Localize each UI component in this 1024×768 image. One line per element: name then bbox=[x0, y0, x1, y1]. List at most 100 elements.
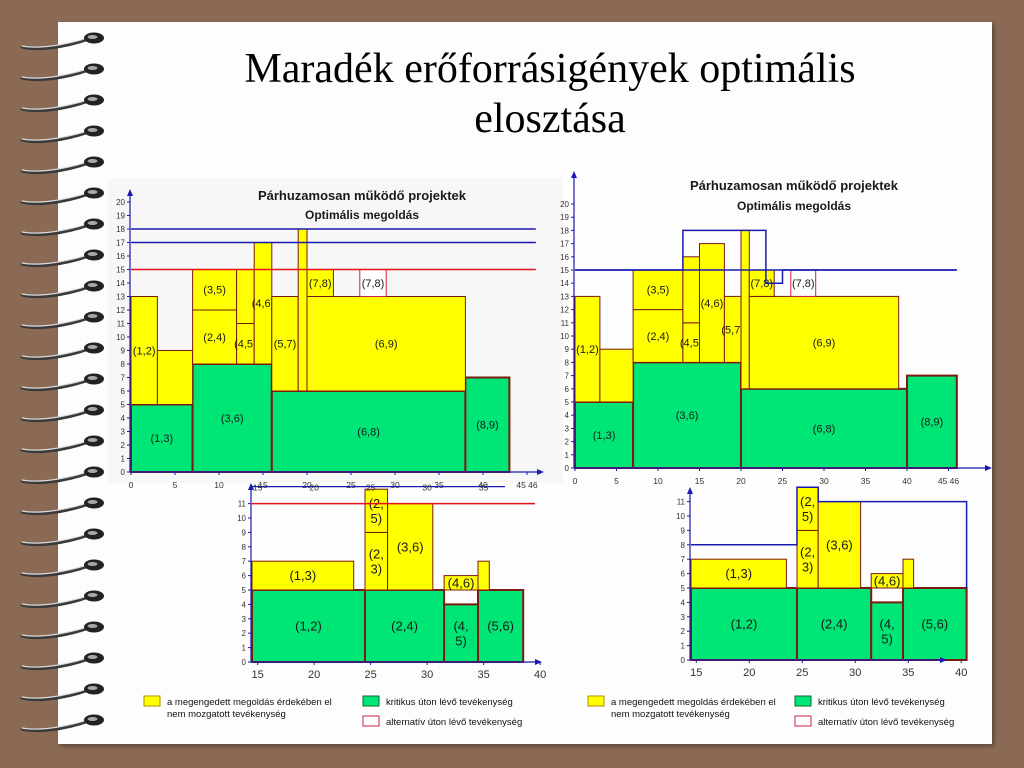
y-tick-label: 18 bbox=[116, 225, 125, 234]
y-tick-label: 17 bbox=[116, 239, 125, 248]
spiral-ring bbox=[20, 621, 104, 640]
y-tick-label: 10 bbox=[237, 514, 246, 523]
block-label: (3,6) bbox=[221, 413, 244, 425]
spiral-ring bbox=[20, 528, 104, 547]
legend-alternative-label: alternatív úton lévő tevékenység bbox=[818, 717, 954, 728]
y-tick-label: 1 bbox=[121, 455, 126, 464]
block-fixed bbox=[477, 560, 490, 591]
y-tick-label: 5 bbox=[242, 586, 247, 595]
spiral-ring bbox=[20, 280, 104, 299]
top-tick-label: 30 bbox=[422, 483, 432, 493]
block-label: (2, 3) bbox=[800, 544, 815, 574]
block-fixed bbox=[682, 256, 701, 324]
y-tick-label: 19 bbox=[116, 212, 125, 221]
y-tick-label: 13 bbox=[116, 293, 125, 302]
spiral-ring bbox=[20, 94, 104, 113]
spiral-ring bbox=[20, 311, 104, 330]
block-label: (4,5) bbox=[680, 337, 703, 349]
y-tick-label: 3 bbox=[565, 424, 570, 433]
y-tick-label: 15 bbox=[116, 266, 125, 275]
block-label: (1,2) bbox=[576, 344, 599, 356]
block-fixed bbox=[740, 229, 750, 390]
y-tick-label: 10 bbox=[676, 512, 685, 521]
y-tick-label: 14 bbox=[560, 279, 569, 288]
legend-fixed-label-line-1: a megengedett megoldás érdekében el bbox=[167, 697, 332, 708]
y-tick-label: 10 bbox=[116, 333, 125, 342]
block-label: (3,5) bbox=[203, 285, 226, 297]
x-tick-label: 5 bbox=[173, 480, 178, 490]
block-label: (1,3) bbox=[150, 433, 173, 445]
block-fixed bbox=[236, 269, 255, 324]
spiral-ring bbox=[20, 187, 104, 206]
y-tick-label: 12 bbox=[560, 306, 569, 315]
y-tick-label: 7 bbox=[242, 557, 247, 566]
y-tick-label: 7 bbox=[565, 372, 570, 381]
y-tick-label: 0 bbox=[242, 658, 247, 667]
block-label: (4,6) bbox=[701, 298, 724, 310]
block-fixed bbox=[156, 350, 194, 405]
x-tick-label: 30 bbox=[819, 476, 829, 486]
y-tick-label: 20 bbox=[116, 198, 125, 207]
block-fixed bbox=[690, 558, 787, 589]
x-tick-label: 0 bbox=[129, 480, 134, 490]
y-tick-label: 2 bbox=[242, 629, 247, 638]
x-tick-label: 25 bbox=[796, 667, 808, 679]
y-tick-label: 7 bbox=[121, 374, 126, 383]
y-tick-label: 6 bbox=[121, 387, 126, 396]
y-axis-arrow bbox=[127, 189, 133, 196]
block-critical bbox=[464, 376, 511, 473]
legend-fixed-label-line-2: nem mozgatott tevékenység bbox=[611, 709, 730, 720]
spiral-ring bbox=[20, 466, 104, 485]
block-label: (3,6) bbox=[676, 410, 699, 422]
block-label: (1,2) bbox=[133, 345, 156, 357]
x-tick-label: 0 bbox=[573, 476, 578, 486]
x-tick-label: 20 bbox=[743, 667, 755, 679]
y-tick-label: 5 bbox=[565, 398, 570, 407]
spiral-ring bbox=[20, 404, 104, 423]
spiral-ring bbox=[20, 249, 104, 268]
block-fixed bbox=[632, 269, 684, 311]
block-label: (2,4) bbox=[203, 332, 226, 344]
y-tick-label: 8 bbox=[242, 543, 247, 552]
block-alternative bbox=[790, 269, 817, 297]
y-tick-label: 6 bbox=[565, 385, 570, 394]
block-fixed bbox=[817, 501, 862, 589]
y-tick-label: 11 bbox=[117, 320, 126, 329]
x-tick-label: 20 bbox=[308, 669, 320, 681]
block-fixed bbox=[748, 269, 775, 297]
y-tick-label: 9 bbox=[242, 528, 247, 537]
x-tick-label: 25 bbox=[346, 480, 356, 490]
y-tick-label: 12 bbox=[116, 306, 125, 315]
y-tick-label: 11 bbox=[561, 319, 570, 328]
block-fixed bbox=[306, 269, 334, 297]
y-tick-label: 9 bbox=[565, 345, 570, 354]
spiral-ring bbox=[20, 373, 104, 392]
block-label: (4,6) bbox=[874, 573, 901, 588]
legend-critical-label: kritikus úton lévő tevékenység bbox=[386, 697, 513, 708]
y-tick-label: 16 bbox=[116, 252, 125, 261]
top-right-chart: Párhuzamosan működő projektek Optimális … bbox=[560, 171, 992, 486]
x-tick-label: 40 bbox=[902, 476, 912, 486]
legend-left: a megengedett megoldás érdekében el nem … bbox=[143, 695, 522, 728]
y-tick-label: 2 bbox=[681, 627, 686, 636]
block-label: (5,7) bbox=[721, 324, 744, 336]
x-axis-arrow bbox=[535, 659, 542, 665]
block-label: (1,3) bbox=[289, 568, 316, 583]
block-label: (6,9) bbox=[375, 339, 398, 351]
block-label: (7,8) bbox=[750, 278, 773, 290]
block-alternative bbox=[359, 269, 387, 297]
y-tick-label: 2 bbox=[565, 438, 570, 447]
block-fixed bbox=[130, 296, 158, 405]
block-label: (2,4) bbox=[391, 619, 418, 634]
x-tick-label: 35 bbox=[434, 480, 444, 490]
spiral-ring bbox=[20, 125, 104, 144]
block-label: (2, 5) bbox=[369, 496, 384, 526]
top-left-chart-title: Párhuzamosan működő projektek bbox=[258, 188, 467, 203]
top-left-chart-subtitle: Optimális megoldás bbox=[305, 208, 419, 222]
y-tick-label: 1 bbox=[681, 642, 686, 651]
y-tick-label: 6 bbox=[242, 572, 247, 581]
block-critical bbox=[632, 361, 742, 469]
block-label: (3,6) bbox=[826, 537, 853, 552]
block-label: (6,9) bbox=[813, 337, 836, 349]
